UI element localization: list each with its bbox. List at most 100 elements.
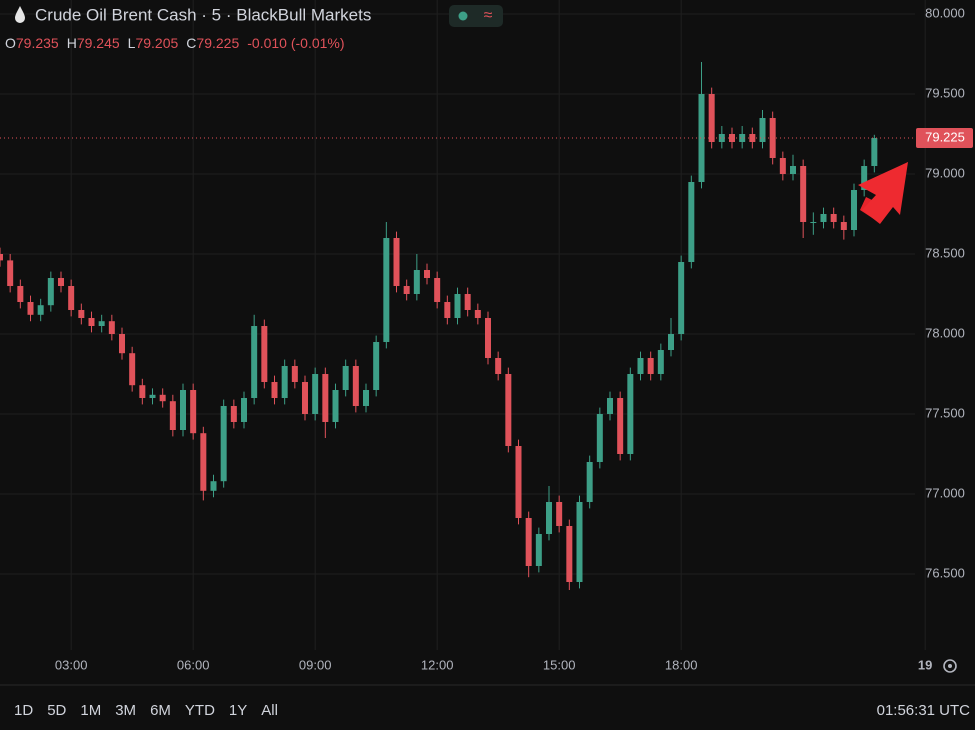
y-tick-label: 80.000 xyxy=(925,5,965,20)
candle-body xyxy=(180,390,186,430)
oil-icon xyxy=(15,6,25,23)
overlay: 79.225 xyxy=(0,128,973,148)
candle-body xyxy=(363,390,369,406)
candle-body xyxy=(220,406,227,482)
candle-body xyxy=(637,358,644,374)
candle-body xyxy=(312,374,319,414)
candle-body xyxy=(88,318,95,326)
candle-body xyxy=(169,401,176,430)
candle-body xyxy=(779,158,786,174)
candles xyxy=(0,62,878,590)
candle-body xyxy=(424,270,430,278)
clock: 01:56:31 UTC xyxy=(877,702,971,719)
y-tick-label: 78.000 xyxy=(925,325,965,340)
candle-body xyxy=(58,278,64,286)
ohlc-key: O xyxy=(5,35,16,51)
candle-body xyxy=(393,238,400,286)
candle-body xyxy=(800,166,807,222)
candle-body xyxy=(200,433,207,491)
candle-body xyxy=(586,462,593,502)
candle-body xyxy=(678,262,685,334)
candle-body xyxy=(149,394,156,398)
y-tick-label: 77.500 xyxy=(925,405,965,420)
range-button[interactable]: 1Y xyxy=(229,702,247,719)
range-button[interactable]: All xyxy=(261,702,278,719)
candle-body xyxy=(515,446,522,518)
ohlc-value: 79.235 xyxy=(16,35,59,51)
candle-body xyxy=(261,326,268,382)
candle-body xyxy=(861,166,868,190)
chart-title: Crude Oil Brent Cash · 5 · BlackBull Mar… xyxy=(35,5,371,24)
status-badge[interactable] xyxy=(449,5,503,27)
ohlc-key: C xyxy=(186,35,196,51)
y-tick-label: 79.000 xyxy=(925,165,965,180)
settings-icon[interactable] xyxy=(943,659,957,673)
candle-body xyxy=(790,166,796,174)
candle-body xyxy=(413,270,420,294)
candle-body xyxy=(281,366,288,398)
candle-body xyxy=(830,214,837,222)
range-button[interactable]: 6M xyxy=(150,702,171,719)
candle-body xyxy=(566,526,573,582)
candle-body xyxy=(190,390,197,434)
candle-body xyxy=(230,406,237,422)
candle-body xyxy=(820,214,827,222)
range-button[interactable]: 1M xyxy=(80,702,101,719)
candle-body xyxy=(464,294,471,310)
ohlc-value: 79.225 xyxy=(196,35,239,51)
candle-body xyxy=(7,260,14,286)
x-tick-label: 06:00 xyxy=(177,657,210,672)
candle-body xyxy=(739,134,746,142)
candle-body xyxy=(342,366,349,390)
candle-body xyxy=(688,182,695,262)
candle-body xyxy=(668,334,674,350)
candle-body xyxy=(810,222,817,223)
candle-body xyxy=(617,398,624,454)
ohlc-text: O79.235 H79.245 L79.205 C79.225 -0.010 (-0.0… xyxy=(5,35,345,51)
annotation-arrow-head xyxy=(858,162,908,224)
candle-body xyxy=(759,118,766,142)
candle-body xyxy=(98,321,105,326)
candle-body xyxy=(840,222,847,230)
range-button[interactable]: 5D xyxy=(47,702,66,719)
y-tick-label: 76.500 xyxy=(925,565,965,580)
candle-body xyxy=(108,321,115,334)
candle-body xyxy=(78,310,85,318)
ohlc-key: L xyxy=(128,35,136,51)
candle-body xyxy=(546,502,552,534)
candle-body xyxy=(698,94,705,182)
candle-body xyxy=(373,342,380,390)
candle-body xyxy=(27,302,34,315)
candle-body xyxy=(627,374,634,454)
candle-body xyxy=(332,390,339,422)
candle-body xyxy=(576,502,583,582)
candle-body xyxy=(556,502,563,526)
status-icon: ≈ xyxy=(484,7,493,24)
settings-icon-center xyxy=(948,664,952,668)
candle-body xyxy=(17,286,24,302)
candle-body xyxy=(47,278,54,306)
candle-body xyxy=(454,294,461,318)
candle-body xyxy=(708,94,715,142)
candle-body xyxy=(129,353,136,386)
candle-body xyxy=(210,481,217,491)
candle-body xyxy=(241,398,247,422)
range-button[interactable]: 3M xyxy=(115,702,136,719)
candle-body xyxy=(657,350,664,374)
range-button[interactable]: YTD xyxy=(185,702,215,719)
y-tick-label: 78.500 xyxy=(925,245,965,260)
candle-body xyxy=(525,518,532,566)
range-button[interactable]: 1D xyxy=(14,702,33,719)
candle-body xyxy=(535,534,542,566)
candle-body xyxy=(403,286,410,294)
y-tick-label: 77.000 xyxy=(925,485,965,500)
candle-body xyxy=(495,358,502,374)
footer: 1D 5D 1M 3M 6M YTD 1Y All 01:56:31 UTC xyxy=(14,702,970,719)
candle-body xyxy=(159,394,166,402)
last-price-label: 79.225 xyxy=(925,129,965,144)
candle-body xyxy=(383,238,390,342)
ohlc-value: 79.245 xyxy=(77,35,120,51)
